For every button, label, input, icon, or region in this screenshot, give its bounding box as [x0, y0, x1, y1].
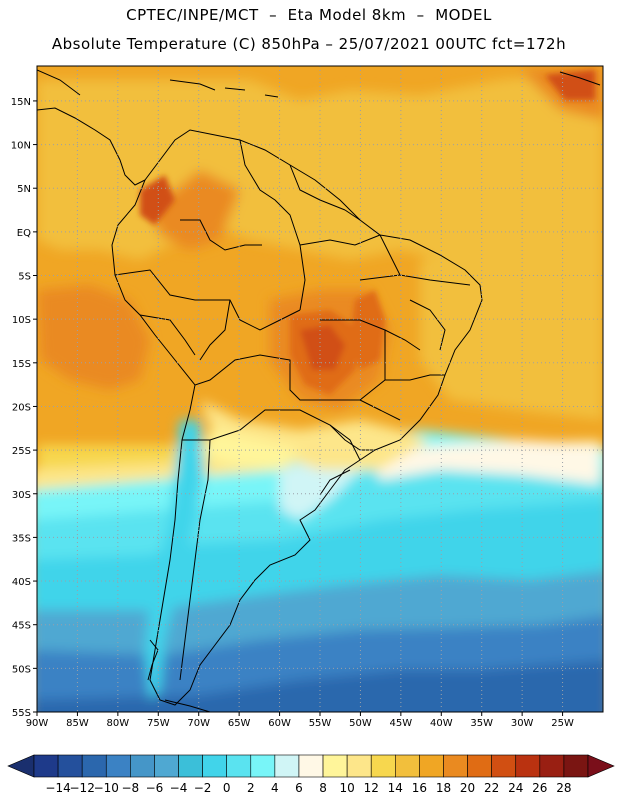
colorbar-swatch: [322, 754, 348, 778]
colorbar-swatch: [105, 754, 131, 778]
lon-tick-label: 30W: [511, 718, 534, 729]
lat-tick-label: 45S: [12, 621, 31, 632]
colorbar-arrow-high: [587, 754, 615, 778]
lat-tick-label: EQ: [17, 228, 31, 239]
colorbar-swatch: [81, 754, 107, 778]
colorbar-swatch: [467, 754, 492, 778]
colorbar-label: 10: [339, 781, 354, 795]
colorbar-swatch: [515, 754, 541, 778]
colorbar-label: 26: [532, 781, 547, 795]
colorbar-swatch: [539, 754, 565, 778]
colorbar-swatch: [274, 754, 300, 778]
coastlines: [37, 69, 601, 712]
lat-tick-label: 5S: [18, 272, 31, 283]
lat-tick-label: 25S: [12, 446, 31, 457]
lon-tick-label: 90W: [26, 718, 49, 729]
colorbar-label: 18: [436, 781, 451, 795]
colorbar-swatch: [130, 754, 155, 778]
colorbar-swatch: [226, 754, 252, 778]
colorbar-label: 16: [412, 781, 427, 795]
colorbar-swatch: [419, 754, 444, 778]
lon-tick-label: 35W: [470, 718, 493, 729]
colorbar-swatch: [563, 754, 589, 778]
colorbar-swatch: [33, 754, 59, 778]
colorbar-swatch: [57, 754, 83, 778]
colorbar-swatch: [154, 754, 179, 778]
colorbar-label: −14: [45, 781, 70, 795]
colorbar-swatch: [202, 754, 227, 778]
colorbar-label: 24: [508, 781, 523, 795]
lat-tick-label: 15S: [12, 359, 31, 370]
lon-tick-label: 85W: [66, 718, 89, 729]
lon-tick-label: 80W: [107, 718, 130, 729]
colorbar-swatch: [370, 754, 396, 778]
lat-tick-label: 15N: [11, 97, 31, 108]
colorbar-label: 14: [388, 781, 403, 795]
colorbar: −14−12−10 −8 −6 −4 −2 0 2 4 6 8 10 12 14 16 18 20 22 24 26…: [7, 754, 615, 795]
colorbar-label: 4: [271, 781, 279, 795]
lon-tick-label: 70W: [187, 718, 210, 729]
colorbar-label: 28: [556, 781, 571, 795]
lat-tick-label: 40S: [12, 577, 31, 588]
colorbar-swatch: [395, 754, 420, 778]
colorbar-label: 8: [319, 781, 327, 795]
colorbar-label: −2: [194, 781, 212, 795]
lat-tick-label: 35S: [12, 533, 31, 544]
colorbar-swatch: [250, 754, 276, 778]
lat-tick-label: 5N: [17, 184, 31, 195]
colorbar-swatch: [178, 754, 203, 778]
colorbar-swatch: [443, 754, 468, 778]
colorbar-swatch: [346, 754, 372, 778]
longitude-labels: 90W 85W 80W 75W 70W 65W 60W 55W 50W 45W 40W 35W 30W 2…: [26, 712, 574, 729]
lon-tick-label: 45W: [390, 718, 413, 729]
colorbar-swatch: [491, 754, 517, 778]
title-line-2: Absolute Temperature (C) 850hPa – 25/07/…: [51, 35, 567, 53]
lat-tick-label: 20S: [12, 402, 31, 413]
colorbar-swatch: [298, 754, 324, 778]
lat-tick-label: 30S: [12, 490, 31, 501]
colorbar-label: −4: [170, 781, 188, 795]
colorbar-arrow-low: [7, 754, 35, 778]
colorbar-label: −12: [70, 781, 95, 795]
temperature-field: [37, 66, 603, 712]
lat-tick-label: 10N: [11, 141, 31, 152]
lon-tick-label: 55W: [309, 718, 332, 729]
colorbar-label: 20: [460, 781, 475, 795]
colorbar-label: 2: [247, 781, 255, 795]
lon-tick-label: 60W: [268, 718, 291, 729]
lon-tick-label: 65W: [228, 718, 251, 729]
colorbar-label: 22: [484, 781, 499, 795]
colorbar-label: −6: [146, 781, 164, 795]
colorbar-label: −8: [121, 781, 139, 795]
colorbar-label: −10: [94, 781, 119, 795]
colorbar-label: 6: [295, 781, 303, 795]
lon-tick-label: 50W: [349, 718, 372, 729]
lat-tick-label: 55S: [12, 708, 31, 719]
lon-tick-label: 40W: [430, 718, 453, 729]
colorbar-label: 12: [364, 781, 379, 795]
lon-tick-label: 75W: [147, 718, 170, 729]
latitude-labels: 15N 10N 5N EQ 5S 10S 15S 20S 25S 30S 35S 40S 45S 50S 5…: [11, 97, 37, 719]
lat-tick-label: 10S: [12, 315, 31, 326]
title-line-1: CPTEC/INPE/MCT – Eta Model 8km – MODEL: [126, 6, 492, 24]
lon-tick-label: 25W: [551, 718, 574, 729]
colorbar-label: 0: [223, 781, 231, 795]
lat-tick-label: 50S: [12, 664, 31, 675]
